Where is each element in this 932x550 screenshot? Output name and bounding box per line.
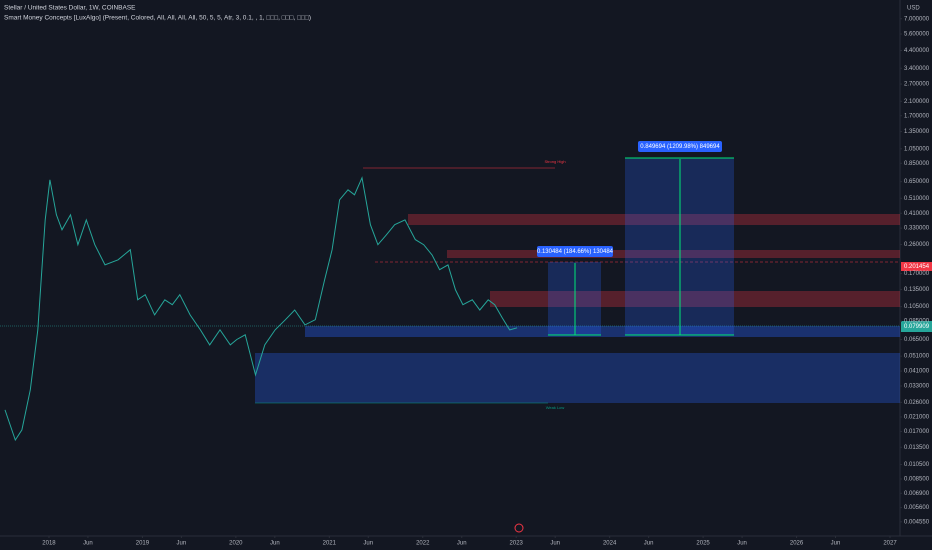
measure-label: 0.849694 (1209.98%) 849694 (640, 144, 720, 150)
y-tick-label: 0.850000 (904, 161, 930, 167)
x-tick-label: Jun (644, 541, 654, 547)
y-tick-label: 0.065000 (904, 337, 930, 343)
y-tick-label: 0.033000 (904, 384, 930, 390)
x-tick-label: 2023 (510, 541, 524, 547)
x-tick-label: 2027 (883, 541, 897, 547)
y-tick-label: 4.400000 (904, 48, 930, 54)
order-block (255, 353, 900, 403)
y-tick-label: 0.135000 (904, 287, 930, 293)
strong-high: Strong High (544, 159, 565, 164)
y-tick-label: 2.100000 (904, 99, 930, 105)
last-price: 0.079909 (904, 324, 930, 330)
order-block (408, 214, 900, 225)
y-tick-label: 0.510000 (904, 196, 930, 202)
x-tick-label: Jun (83, 541, 93, 547)
price-tag (901, 321, 932, 332)
y-tick-label: 0.026000 (904, 400, 930, 406)
y-tick-label: 0.410000 (904, 211, 930, 217)
measure-label-box (638, 141, 722, 152)
x-tick-label: Jun (831, 541, 841, 547)
y-tick-label: 0.051000 (904, 354, 930, 360)
x-tick-label: 2018 (42, 541, 56, 547)
y-tick-label: 0.170000 (904, 271, 930, 277)
indicator: Smart Money Concepts [LuxAlgo] (Present,… (4, 15, 311, 22)
y-tick-label: 0.260000 (904, 242, 930, 248)
x-tick-label: 2021 (323, 541, 337, 547)
currency: USD (907, 6, 920, 12)
x-tick-label: 2020 (229, 541, 243, 547)
y-tick-label: 0.041000 (904, 369, 930, 375)
y-tick-label: 0.017000 (904, 429, 930, 435)
order-block (447, 250, 900, 258)
price-line (4, 176, 518, 442)
y-tick-label: 0.010500 (904, 462, 930, 468)
title: Stellar / United States Dollar, 1W, COIN… (4, 5, 136, 12)
y-tick-label: 1.050000 (904, 146, 930, 152)
y-tick-label: 1.700000 (904, 113, 930, 119)
measure-label: 0.130484 (184.66%) 130484 (537, 249, 614, 255)
y-tick-label: 0.013500 (904, 445, 930, 451)
y-tick-label: 0.004550 (904, 519, 930, 525)
y-tick-label: 0.005600 (904, 505, 930, 511)
weak-low: Weak Low (546, 405, 565, 410)
level-price: 0.201454 (904, 264, 930, 270)
y-tick-label: 1.350000 (904, 129, 930, 135)
x-tick-label: Jun (270, 541, 280, 547)
y-tick-label: 7.000000 (904, 16, 930, 22)
price-tag (901, 262, 932, 271)
y-tick-label: 0.330000 (904, 226, 930, 232)
x-tick-label: 2025 (696, 541, 710, 547)
y-tick-label: 0.008500 (904, 477, 930, 483)
y-tick-label: 3.400000 (904, 66, 930, 72)
y-tick-label: 0.021000 (904, 415, 930, 421)
order-block (305, 326, 900, 337)
y-tick-label: 5.600000 (904, 32, 930, 38)
x-tick-label: Jun (737, 541, 747, 547)
y-tick-label: 0.006900 (904, 491, 930, 497)
x-tick-label: 2026 (790, 541, 804, 547)
y-tick-label: 2.700000 (904, 82, 930, 88)
y-tick-label: 0.085000 (904, 319, 930, 325)
order-block (490, 291, 900, 307)
x-tick-label: Jun (177, 541, 187, 547)
y-tick-label: 0.105000 (904, 304, 930, 310)
x-tick-label: 2019 (136, 541, 150, 547)
x-tick-label: 2022 (416, 541, 430, 547)
measure-label-box (537, 246, 613, 257)
x-tick-label: Jun (550, 541, 560, 547)
event-icon (514, 523, 524, 533)
y-tick-label: 0.650000 (904, 179, 930, 185)
x-tick-label: 2024 (603, 541, 617, 547)
x-tick-label: Jun (457, 541, 467, 547)
x-tick-label: Jun (363, 541, 373, 547)
